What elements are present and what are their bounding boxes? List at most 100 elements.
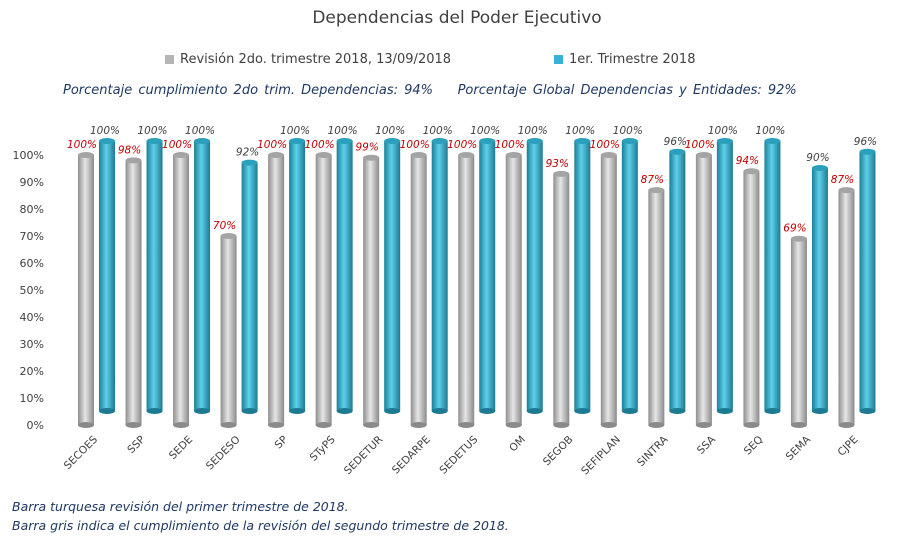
y-tick-label: 90%: [20, 176, 44, 189]
x-category-label: SP: [273, 434, 291, 452]
x-category-label: SSA: [695, 433, 719, 457]
bar-q1: [716, 141, 733, 411]
y-tick-label: 100%: [13, 149, 44, 162]
bar-q1-cap: [764, 138, 781, 144]
bar-q1-cap: [479, 138, 496, 144]
data-label-q2: 69%: [783, 223, 806, 235]
y-tick-label: 0%: [27, 419, 44, 432]
legend-swatch-gray: [165, 55, 174, 64]
data-label-q2: 100%: [257, 139, 287, 151]
bar-q1-base: [526, 408, 543, 414]
bar-q2: [268, 155, 285, 425]
data-label-q1: 100%: [423, 125, 453, 137]
x-category-label: SINTRA: [635, 433, 671, 469]
bar-q2-cap: [505, 152, 522, 158]
bar-q2-base: [553, 422, 570, 428]
x-category-label: SSP: [125, 434, 147, 456]
data-label-q2: 100%: [590, 139, 620, 151]
bar-q2: [743, 171, 760, 425]
bar-q2-base: [410, 422, 427, 428]
data-label-q2: 100%: [495, 139, 525, 151]
bar-q2-cap: [553, 170, 570, 177]
data-label-q1: 100%: [138, 125, 168, 137]
y-tick-label: 70%: [20, 230, 44, 243]
legend-label-series-1: Revisión 2do. trimestre 2018, 13/09/2018: [180, 52, 452, 67]
bar-q2-base: [78, 422, 94, 428]
legend-item-series-2: 1er. Trimestre 2018: [554, 52, 695, 67]
bar-q1-cap: [574, 138, 591, 144]
data-label-q2: 100%: [305, 139, 335, 151]
bar-q1-cap: [716, 138, 733, 144]
data-label-q2: 94%: [736, 155, 759, 167]
bar-q1-cap: [621, 138, 638, 144]
x-category-label: CJPE: [836, 434, 861, 459]
bar-q2-base: [648, 422, 665, 428]
bar-q1: [859, 151, 876, 412]
x-category-label: SECOES: [62, 433, 101, 472]
bar-q2: [220, 236, 237, 425]
bar-q1-cap: [384, 138, 401, 144]
bar-q1: [574, 141, 591, 411]
data-label-q1: 100%: [280, 125, 310, 137]
footnote-turquoise: Barra turquesa revisión del primer trime…: [12, 499, 349, 514]
y-tick-label: 80%: [20, 203, 44, 216]
compliance-note: Porcentaje cumplimiento 2do trim. Depend…: [63, 83, 797, 98]
data-label-q2: 100%: [67, 139, 97, 151]
data-label-q1: 100%: [565, 125, 595, 137]
bar-q1-base: [289, 408, 306, 414]
data-label-q1: 100%: [470, 125, 500, 137]
bar-q1: [764, 141, 781, 411]
data-label-q2: 70%: [213, 220, 236, 232]
x-category-label: SEDETUR: [342, 434, 385, 477]
x-category-label: SEMA: [784, 433, 814, 463]
y-tick-label: 30%: [20, 338, 44, 351]
legend-swatch-turquoise: [554, 55, 563, 64]
bar-q2-base: [790, 422, 807, 428]
bar-q1-cap: [811, 165, 828, 171]
bar-q2-cap: [458, 152, 475, 158]
bar-q2-base: [838, 422, 855, 428]
bar-q2-cap: [173, 152, 190, 158]
bar-q1-cap: [526, 138, 543, 144]
bar-q1-base: [669, 408, 686, 414]
bar-q2: [695, 155, 712, 425]
data-label-q1: 96%: [664, 136, 687, 148]
x-category-label: SEQ: [742, 434, 766, 458]
bar-q2-cap: [220, 233, 237, 239]
bar-q1-base: [384, 408, 401, 414]
bar-q1: [99, 141, 115, 411]
bar-q2-cap: [600, 152, 617, 158]
bar-q2: [600, 155, 617, 425]
bar-q2-base: [600, 422, 617, 428]
data-label-q2: 87%: [831, 174, 854, 186]
bar-q2: [458, 155, 475, 425]
data-label-q2: 87%: [641, 174, 664, 186]
data-label-q2: 99%: [356, 142, 379, 154]
data-label-q2: 93%: [546, 158, 569, 170]
y-tick-label: 40%: [20, 311, 44, 324]
data-label-q2: 100%: [162, 139, 192, 151]
legend-label-series-2: 1er. Trimestre 2018: [569, 52, 696, 67]
bar-q1-base: [574, 408, 591, 414]
data-label-q1: 90%: [806, 152, 829, 164]
bar-q2-cap: [648, 187, 665, 194]
bar-q1-base: [431, 408, 448, 414]
bar-q1-cap: [859, 148, 876, 155]
bar-q2: [363, 157, 380, 425]
bar-q2-cap: [268, 152, 285, 158]
bar-q2-base: [125, 422, 142, 428]
bar-q2-base: [505, 422, 522, 428]
data-label-q1: 100%: [328, 125, 358, 137]
bar-q1-base: [621, 408, 638, 414]
bar-q1: [669, 151, 686, 412]
bar-q1-cap: [431, 138, 448, 144]
y-tick-label: 10%: [20, 392, 44, 405]
data-label-q2: 98%: [118, 144, 141, 156]
bar-q2-base: [695, 422, 712, 428]
legend: Revisión 2do. trimestre 2018, 13/09/2018…: [0, 52, 914, 72]
x-category-label: OM: [507, 434, 528, 455]
bar-q1: [621, 141, 638, 411]
bar-q2: [648, 190, 665, 425]
y-tick-label: 20%: [20, 365, 44, 378]
bar-q2: [505, 155, 522, 425]
